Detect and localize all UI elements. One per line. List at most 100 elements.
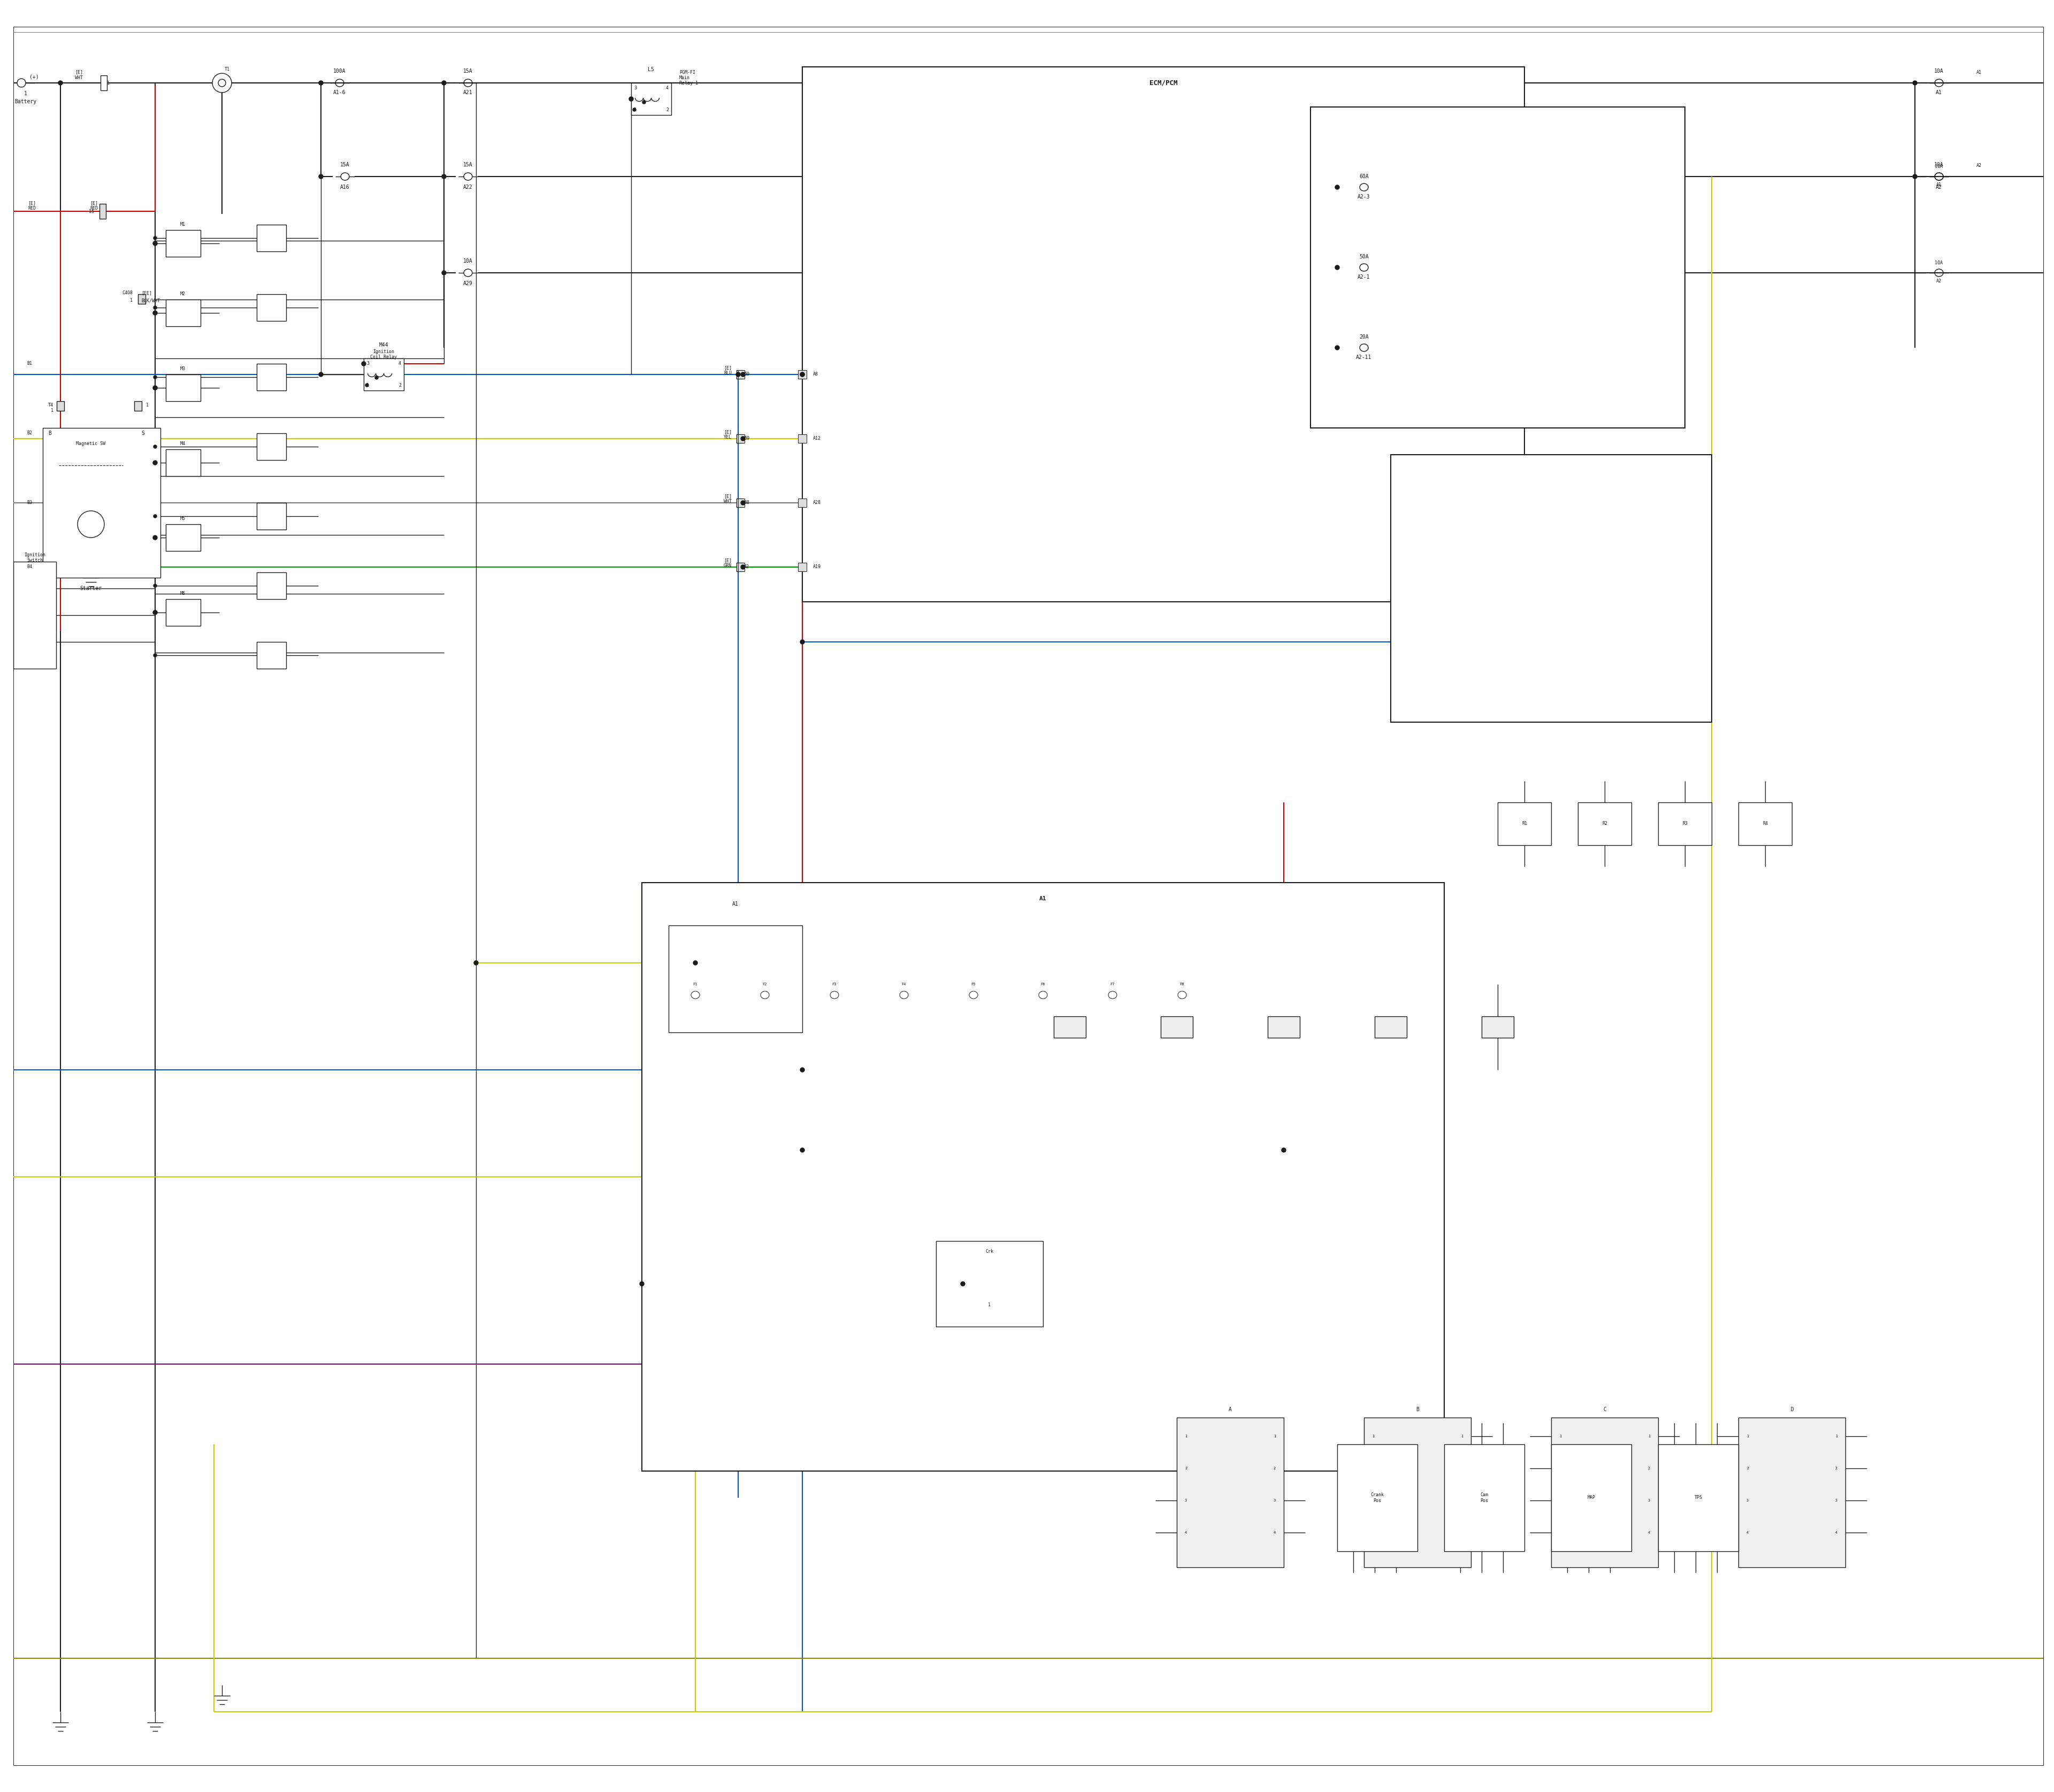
Circle shape xyxy=(78,511,105,538)
Bar xyxy=(166,375,201,401)
Circle shape xyxy=(735,373,739,376)
Text: 3: 3 xyxy=(1460,1498,1462,1502)
Circle shape xyxy=(152,310,158,315)
Text: A16: A16 xyxy=(341,185,349,190)
Circle shape xyxy=(154,306,156,310)
Text: F5: F5 xyxy=(972,982,976,986)
Text: A1: A1 xyxy=(733,901,739,907)
Bar xyxy=(1444,1444,1524,1552)
Text: TPS: TPS xyxy=(1695,1495,1703,1500)
Text: A2-3: A2-3 xyxy=(1358,194,1370,199)
Text: WHT: WHT xyxy=(76,75,82,81)
Text: R2: R2 xyxy=(1602,821,1608,826)
Circle shape xyxy=(643,100,645,104)
Text: A1: A1 xyxy=(1935,90,1943,95)
Bar xyxy=(1577,803,1631,846)
Text: A22: A22 xyxy=(464,185,472,190)
Bar xyxy=(737,563,744,572)
Bar xyxy=(257,294,286,321)
Text: A21: A21 xyxy=(464,90,472,95)
Text: Ignition: Ignition xyxy=(374,349,394,353)
Text: A8: A8 xyxy=(813,373,817,376)
Circle shape xyxy=(474,961,479,966)
Text: 2: 2 xyxy=(1460,1468,1462,1469)
Circle shape xyxy=(741,500,746,505)
Text: A12: A12 xyxy=(813,435,822,441)
Bar xyxy=(1374,1016,1407,1038)
Bar xyxy=(737,371,744,378)
Text: BLK/WHT: BLK/WHT xyxy=(142,297,160,303)
Text: Cam
Pos: Cam Pos xyxy=(1481,1493,1489,1503)
Text: Relay 1: Relay 1 xyxy=(680,81,698,86)
Text: D: D xyxy=(1791,1407,1793,1412)
Text: B: B xyxy=(47,430,51,435)
Text: RED: RED xyxy=(90,206,99,211)
Text: M6: M6 xyxy=(181,591,185,597)
Bar xyxy=(166,599,201,625)
Text: [E]: [E] xyxy=(723,557,731,563)
Text: 4: 4 xyxy=(1834,1530,1838,1534)
Text: B1: B1 xyxy=(27,362,33,366)
Circle shape xyxy=(218,79,226,86)
Text: 3: 3 xyxy=(1372,1498,1374,1502)
Text: 10A: 10A xyxy=(1935,68,1943,73)
Text: A2: A2 xyxy=(1937,280,1941,283)
Text: 4: 4 xyxy=(1647,1530,1649,1534)
Circle shape xyxy=(639,1281,645,1287)
Circle shape xyxy=(318,81,322,84)
Text: F8: F8 xyxy=(1179,982,1185,986)
Text: Switch: Switch xyxy=(27,557,43,563)
Text: M5: M5 xyxy=(181,516,185,521)
Circle shape xyxy=(442,81,446,84)
Bar xyxy=(799,498,807,507)
Bar xyxy=(670,925,803,1032)
Circle shape xyxy=(212,73,232,93)
Text: 10A: 10A xyxy=(1935,161,1943,167)
Text: 15A: 15A xyxy=(464,161,472,167)
Text: RED: RED xyxy=(29,206,37,211)
Text: 1: 1 xyxy=(1746,1435,1748,1437)
Bar xyxy=(737,434,744,443)
Text: 4: 4 xyxy=(665,86,670,90)
Circle shape xyxy=(152,242,158,246)
Text: F2: F2 xyxy=(762,982,768,986)
Text: R4: R4 xyxy=(1762,821,1768,826)
Text: 2: 2 xyxy=(1647,1468,1649,1469)
Text: 100A: 100A xyxy=(333,68,345,73)
Bar xyxy=(257,642,286,668)
Circle shape xyxy=(1335,265,1339,269)
Bar xyxy=(737,498,744,507)
Text: C408: C408 xyxy=(121,290,134,296)
Text: [E]: [E] xyxy=(723,366,731,371)
Bar xyxy=(1658,803,1711,846)
Circle shape xyxy=(154,376,156,378)
Bar xyxy=(166,299,201,326)
Text: BLU: BLU xyxy=(723,371,731,376)
Bar xyxy=(1161,1016,1193,1038)
Text: A2-11: A2-11 xyxy=(1356,355,1372,360)
Circle shape xyxy=(154,237,156,240)
Circle shape xyxy=(318,174,322,179)
Text: 2: 2 xyxy=(398,383,401,387)
Text: B4: B4 xyxy=(27,564,33,570)
Circle shape xyxy=(741,373,746,376)
Bar xyxy=(1497,803,1551,846)
Text: 1: 1 xyxy=(1273,1435,1276,1437)
Bar xyxy=(1738,1417,1844,1568)
Text: T1: T1 xyxy=(224,66,230,72)
Circle shape xyxy=(801,1149,805,1152)
Text: Main: Main xyxy=(680,75,690,81)
Text: A1: A1 xyxy=(1937,183,1941,188)
Text: B3: B3 xyxy=(27,500,33,505)
Circle shape xyxy=(318,373,322,376)
Text: 1: 1 xyxy=(129,297,134,303)
Text: Crk: Crk xyxy=(986,1249,994,1254)
Text: 1: 1 xyxy=(1372,1435,1374,1437)
Text: 60A: 60A xyxy=(1360,174,1368,179)
Text: PGM-FI: PGM-FI xyxy=(680,70,696,75)
Circle shape xyxy=(152,385,158,391)
Bar xyxy=(138,294,146,305)
Bar xyxy=(641,883,1444,1471)
Text: 1: 1 xyxy=(988,1303,990,1308)
Circle shape xyxy=(154,654,156,658)
